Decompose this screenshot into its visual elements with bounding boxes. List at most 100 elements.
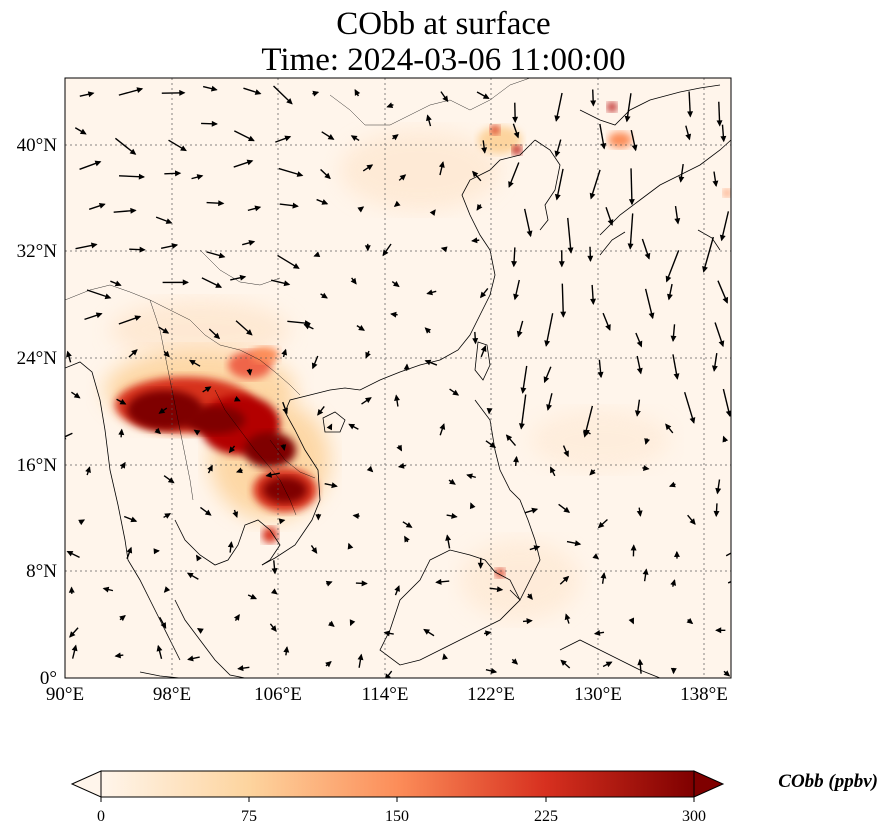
wind-arrow-head [592, 553, 600, 560]
wind-arrow-head [722, 296, 729, 304]
wind-arrow-head [628, 617, 635, 625]
wind-arrow-head [725, 410, 731, 418]
wind-arrow-head [87, 91, 95, 98]
wind-arrow-head [357, 206, 365, 213]
wind-arrow-head [118, 428, 125, 436]
wind-arrow-head [239, 274, 247, 281]
wind-arrow-head [350, 135, 358, 142]
wind-arrow-head [505, 434, 513, 441]
wind-arrow-head [665, 275, 672, 283]
wind-arrow-head [182, 279, 189, 286]
colorbar-tick-label: 75 [241, 808, 257, 825]
wind-arrow-head [218, 200, 225, 207]
lat-tick-label: 16°N [17, 455, 58, 476]
wind-arrow-head [365, 351, 371, 359]
wind-arrow-head [153, 548, 160, 555]
lat-tick-label: 8°N [26, 561, 57, 582]
wind-arrow-head [472, 337, 479, 345]
wind-arrow-head [597, 521, 605, 529]
wind-arrow-head [560, 659, 567, 666]
hotspot-far-east [607, 102, 632, 148]
wind-arrow-head [114, 652, 122, 659]
wind-vectors [65, 85, 731, 678]
colorbar-tick-label: 225 [534, 808, 558, 825]
wind-arrow-head [204, 386, 212, 393]
wind-arrow-head [511, 260, 518, 268]
wind-arrow-head [490, 668, 498, 674]
wind-arrow-head [188, 359, 196, 366]
wind-arrow-head [163, 586, 171, 593]
wind-arrow-shaft [567, 217, 572, 253]
wind-arrow-head [435, 578, 442, 585]
wind-arrow-head [711, 365, 718, 372]
wind-arrow-head [403, 363, 410, 370]
wind-arrow-head [237, 665, 244, 672]
wind-arrow-head [136, 87, 144, 93]
wind-arrow-head [196, 554, 202, 562]
wind-arrow-head [71, 644, 78, 652]
wind-arrow-head [292, 202, 299, 209]
wind-arrow-head [715, 487, 722, 495]
wind-arrow-head [438, 161, 445, 168]
wind-arrow-head [546, 404, 552, 411]
wind-arrow-head [665, 423, 672, 431]
wind-arrow-head [715, 627, 722, 634]
colorbar-tick-label: 150 [385, 808, 409, 825]
wind-arrow-head [265, 471, 273, 478]
wind-arrow-head [286, 98, 293, 105]
lon-tick-labels: 90°E 98°E 106°E 114°E 122°E 130°E 138°E [46, 684, 728, 705]
wind-arrow-head [399, 174, 407, 181]
colorbar-gradient [100, 770, 695, 798]
wind-arrow-head [479, 291, 487, 299]
wind-arrow-head [558, 261, 565, 268]
wind-arrow-head [358, 325, 365, 331]
wind-arrow-head [325, 580, 333, 587]
wind-arrow-shaft [561, 283, 565, 317]
wind-arrow-head [600, 142, 607, 150]
wind-arrow-head [544, 340, 551, 347]
wind-arrow-head [193, 429, 201, 436]
wind-arrow-head [167, 477, 175, 484]
wind-arrow-head [315, 514, 322, 521]
wind-arrow-head [511, 658, 519, 665]
wind-arrow-head [394, 394, 400, 401]
wind-arrow-head [213, 332, 221, 340]
wind-arrow-head [526, 618, 533, 625]
wind-arrow-head [668, 481, 676, 488]
lat-tick-label: 0° [40, 668, 57, 689]
wind-arrow-head [283, 646, 290, 653]
wind-arrow-head [508, 181, 514, 188]
wind-arrow-head [486, 407, 493, 415]
wind-arrow-head [720, 135, 727, 143]
wind-arrow-shaft [683, 392, 695, 424]
wind-arrow-head [445, 534, 452, 541]
wind-arrow-head [160, 622, 167, 629]
wind-arrow-head [390, 311, 397, 318]
wind-arrow-head [119, 461, 126, 469]
wind-arrow-head [163, 350, 170, 358]
wind-arrow-shaft [629, 213, 634, 249]
colorbar-tick-label: 300 [682, 808, 706, 825]
wind-arrow-shaft [556, 168, 564, 200]
wind-arrow-head [564, 613, 571, 621]
wind-arrow-head [567, 247, 574, 254]
wind-arrow-head [636, 510, 643, 517]
wind-arrow-head [114, 280, 122, 287]
wind-arrow-head [723, 670, 731, 677]
wind-arrow-head [130, 207, 137, 214]
wind-arrow-head [187, 655, 194, 662]
wind-arrow-head [131, 349, 138, 356]
wind-arrow-head [366, 164, 374, 171]
wind-arrow-head [248, 135, 255, 142]
wind-arrow-head [512, 116, 519, 124]
wind-arrow-head [366, 465, 374, 473]
wind-arrow-head [158, 407, 166, 414]
wind-arrow-head [480, 345, 487, 352]
wind-arrow-head [643, 465, 650, 471]
wind-arrow-head [689, 518, 696, 525]
wind-arrow-head [174, 170, 182, 177]
wind-arrow-head [543, 376, 550, 384]
wind-arrow-head [79, 128, 87, 135]
wind-arrow-head [670, 667, 677, 675]
wind-arrow-head [129, 148, 137, 155]
